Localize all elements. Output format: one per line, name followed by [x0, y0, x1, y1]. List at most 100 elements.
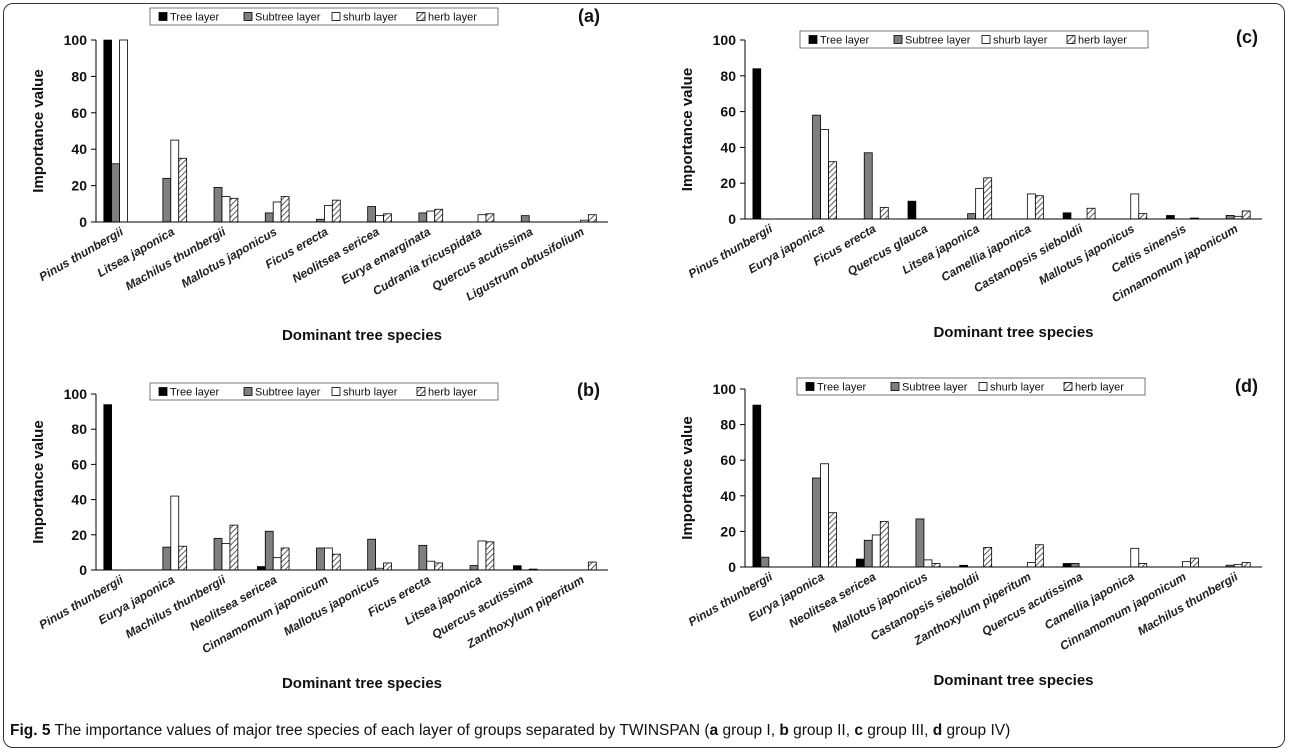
bar	[103, 39, 112, 223]
bar	[828, 161, 837, 220]
category-label: Pinus thunbergii	[686, 569, 776, 629]
caption-fig-label: Fig. 5	[10, 722, 51, 739]
bar	[812, 114, 821, 220]
bar	[418, 544, 428, 571]
panel-label: (a)	[578, 6, 600, 26]
y-axis-title: Importance value	[30, 420, 47, 543]
bar	[983, 547, 993, 568]
y-tick-label: 80	[71, 68, 87, 84]
legend-label: Subtree layer	[255, 12, 321, 24]
legend-label: herb layer	[1078, 35, 1127, 47]
y-tick-label: 0	[79, 562, 87, 578]
y-tick-label: 40	[71, 141, 87, 157]
legend-swatch	[331, 12, 341, 21]
y-tick-label: 100	[713, 381, 737, 397]
legend-label: shurb layer	[343, 387, 398, 399]
bar	[162, 546, 172, 571]
bar	[272, 557, 282, 571]
figure-frame	[3, 3, 1285, 748]
legend-label: Tree layer	[170, 387, 219, 399]
legend-swatch	[981, 35, 991, 44]
panel-label: (c)	[1236, 27, 1258, 47]
legend-swatch	[893, 35, 903, 44]
legend-label: herb layer	[428, 12, 477, 24]
caption-segment-0: The importance values of major tree spec…	[50, 722, 710, 739]
bar	[931, 563, 941, 568]
category-label: Pinus thunbergii	[37, 572, 127, 632]
bar	[879, 521, 889, 568]
bar	[1026, 193, 1036, 220]
bar	[170, 495, 180, 571]
bar	[1190, 557, 1199, 568]
caption-segment-5: c	[854, 722, 863, 739]
bar	[213, 187, 223, 223]
bar	[1138, 213, 1148, 220]
category-label: Machilus thunbergii	[1135, 569, 1241, 638]
bar	[1062, 212, 1072, 220]
bar	[1130, 547, 1140, 568]
bar	[863, 539, 873, 568]
x-axis-title: Dominant tree species	[933, 672, 1093, 689]
bar	[1241, 210, 1251, 220]
legend-box	[799, 30, 1149, 49]
legend: Tree layer Subtree layer shurb layer herb l…	[149, 382, 499, 401]
bar	[257, 566, 266, 571]
legend-label: shurb layer	[343, 12, 398, 24]
bar	[280, 196, 290, 223]
legend-label: Tree layer	[817, 382, 866, 394]
legend-label: herb layer	[428, 387, 477, 399]
bar	[828, 512, 837, 568]
y-tick-label: 20	[720, 523, 736, 539]
y-tick-label: 60	[720, 104, 736, 120]
y-tick-label: 0	[728, 559, 736, 575]
bar	[855, 558, 865, 568]
bar	[863, 152, 873, 220]
bar	[1130, 193, 1140, 220]
bar	[323, 547, 333, 571]
bar	[178, 545, 188, 571]
legend: Tree layer Subtree layer shurb layer herb l…	[799, 30, 1149, 49]
y-tick-label: 100	[64, 32, 88, 48]
bar	[752, 404, 762, 568]
bar	[1241, 562, 1251, 568]
y-tick-label: 20	[71, 178, 87, 194]
legend-swatch	[416, 12, 426, 21]
y-axis-title: Importance value	[679, 416, 696, 539]
bar	[915, 518, 925, 568]
bar	[264, 212, 274, 223]
legend-swatch	[243, 12, 253, 21]
bar	[170, 139, 180, 223]
caption-segment-8: group IV)	[942, 722, 1011, 739]
y-tick-label: 0	[79, 214, 87, 230]
caption-segment-3: b	[779, 722, 789, 739]
bar	[375, 215, 384, 223]
bar	[1026, 562, 1036, 568]
bar	[752, 68, 762, 220]
legend-label: Tree layer	[170, 12, 219, 24]
legend-swatch	[1063, 382, 1073, 391]
bar	[1034, 544, 1044, 568]
bar	[111, 163, 121, 223]
bar	[587, 214, 597, 223]
legend-label: Tree layer	[820, 35, 869, 47]
bar	[975, 188, 985, 220]
legend-swatch	[890, 382, 900, 391]
bar	[119, 39, 128, 223]
legend-label: Subtree layer	[902, 382, 968, 394]
legend: Tree layer Subtree layer shurb layer herb l…	[149, 7, 499, 26]
bar	[477, 540, 487, 571]
bar	[1138, 563, 1148, 568]
bar	[331, 199, 341, 223]
bar	[923, 559, 933, 568]
bar	[426, 210, 436, 223]
legend-swatch	[158, 387, 168, 396]
category-label: Mallotus japonicus	[1036, 221, 1137, 287]
bar	[434, 208, 444, 223]
legend-swatch	[331, 387, 341, 396]
bar	[1034, 195, 1044, 220]
bar	[229, 524, 239, 571]
bar	[221, 543, 231, 571]
